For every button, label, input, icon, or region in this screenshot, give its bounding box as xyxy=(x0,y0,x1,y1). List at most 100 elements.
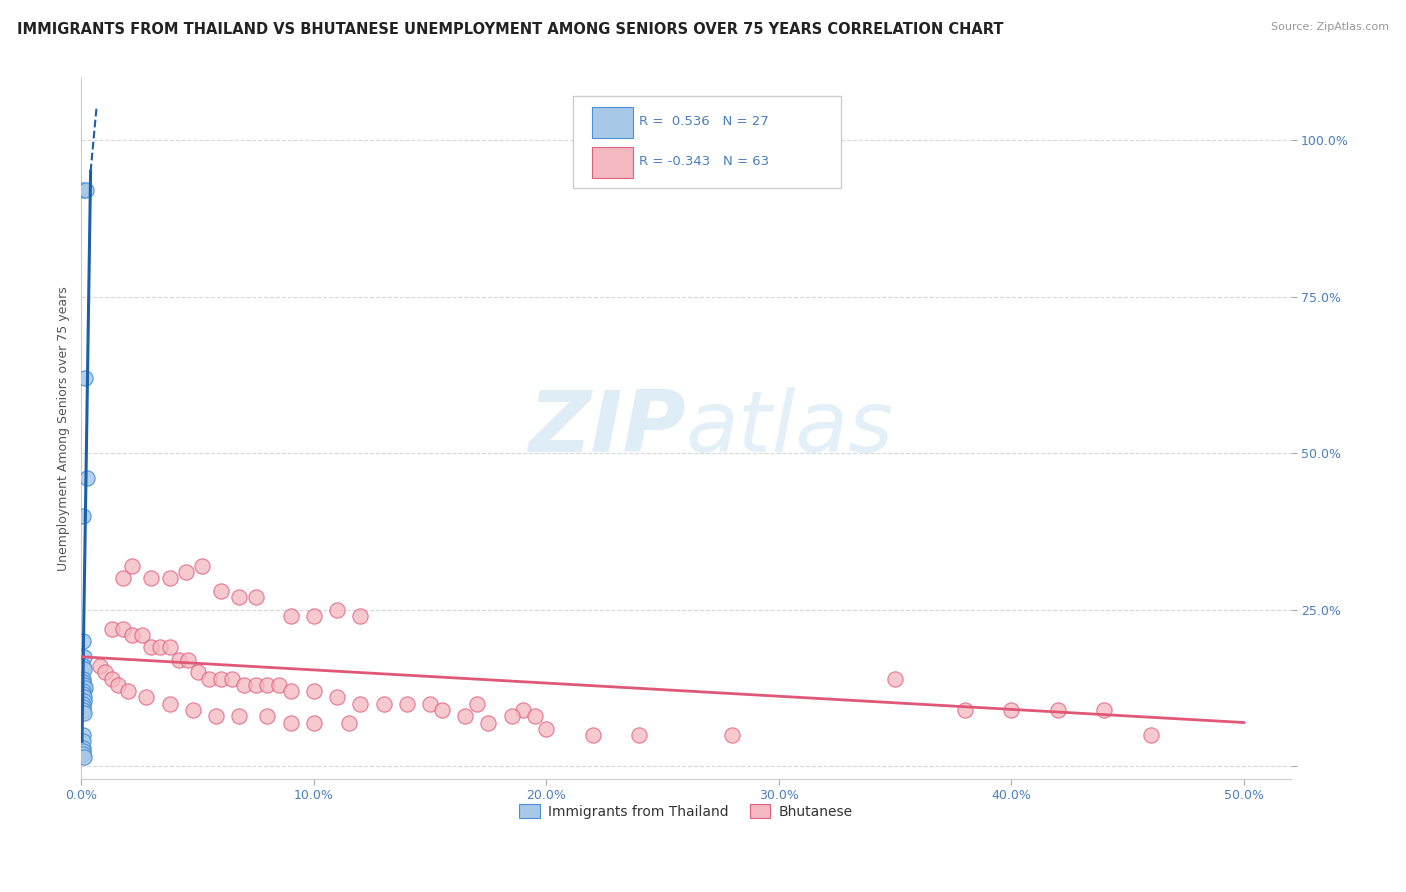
Point xyxy=(72,183,94,197)
FancyBboxPatch shape xyxy=(592,147,633,178)
Point xyxy=(191,558,214,573)
Point xyxy=(1000,703,1022,717)
Point xyxy=(72,678,94,692)
Point xyxy=(72,750,94,764)
Point xyxy=(72,687,94,701)
Point xyxy=(121,558,143,573)
Point xyxy=(139,640,162,655)
Point xyxy=(302,684,325,698)
Point xyxy=(501,709,523,723)
Point xyxy=(209,584,232,599)
Point xyxy=(167,653,190,667)
Y-axis label: Unemployment Among Seniors over 75 years: Unemployment Among Seniors over 75 years xyxy=(58,285,70,571)
Point xyxy=(159,572,181,586)
Point xyxy=(187,665,209,680)
Point xyxy=(72,699,94,714)
Point xyxy=(76,471,98,485)
Point xyxy=(228,709,250,723)
Point xyxy=(135,690,157,705)
Point xyxy=(256,709,278,723)
Point xyxy=(430,703,453,717)
Point xyxy=(72,740,94,755)
Point xyxy=(337,715,360,730)
Text: R = -0.343   N = 63: R = -0.343 N = 63 xyxy=(638,155,769,169)
Point xyxy=(221,672,243,686)
Point xyxy=(302,609,325,624)
Text: ZIP: ZIP xyxy=(529,386,686,470)
Text: Source: ZipAtlas.com: Source: ZipAtlas.com xyxy=(1271,22,1389,32)
Point xyxy=(245,591,267,605)
Point xyxy=(245,678,267,692)
Point xyxy=(72,672,94,686)
Point xyxy=(72,659,94,673)
Point xyxy=(1140,728,1163,742)
Text: R =  0.536   N = 27: R = 0.536 N = 27 xyxy=(638,115,769,128)
Point xyxy=(256,678,278,692)
Point xyxy=(280,684,302,698)
Point xyxy=(107,678,129,692)
Point xyxy=(72,634,94,648)
Point xyxy=(159,640,181,655)
Point xyxy=(72,649,94,664)
Point xyxy=(93,665,115,680)
Point xyxy=(628,728,651,742)
Point xyxy=(477,715,499,730)
Point xyxy=(1094,703,1116,717)
Point xyxy=(349,697,371,711)
Point xyxy=(582,728,605,742)
Point xyxy=(75,183,97,197)
Point xyxy=(280,715,302,730)
Point xyxy=(139,572,162,586)
Point xyxy=(100,672,122,686)
Point xyxy=(536,722,558,736)
Point xyxy=(112,572,135,586)
Point xyxy=(72,744,94,758)
Point xyxy=(149,640,172,655)
Point xyxy=(112,622,135,636)
Point xyxy=(117,684,139,698)
Legend: Immigrants from Thailand, Bhutanese: Immigrants from Thailand, Bhutanese xyxy=(513,798,859,824)
Point xyxy=(205,709,228,723)
Point xyxy=(198,672,221,686)
Point xyxy=(953,703,976,717)
Point xyxy=(73,681,96,695)
Point xyxy=(419,697,441,711)
Point xyxy=(233,678,256,692)
Point xyxy=(72,690,94,705)
Point xyxy=(523,709,546,723)
FancyBboxPatch shape xyxy=(592,107,633,137)
Point xyxy=(228,591,250,605)
Point xyxy=(159,697,181,711)
Point xyxy=(177,653,200,667)
Point xyxy=(89,659,111,673)
Point xyxy=(174,566,197,580)
Point xyxy=(72,674,94,689)
Point xyxy=(349,609,371,624)
Point xyxy=(302,715,325,730)
Point xyxy=(72,747,94,761)
Point xyxy=(72,508,94,523)
Point xyxy=(454,709,477,723)
Text: IMMIGRANTS FROM THAILAND VS BHUTANESE UNEMPLOYMENT AMONG SENIORS OVER 75 YEARS C: IMMIGRANTS FROM THAILAND VS BHUTANESE UN… xyxy=(17,22,1004,37)
Point xyxy=(72,703,94,717)
Point xyxy=(326,603,349,617)
Point xyxy=(373,697,395,711)
Point xyxy=(72,728,94,742)
Text: atlas: atlas xyxy=(686,386,894,470)
Point xyxy=(326,690,349,705)
Point xyxy=(73,371,96,385)
Point xyxy=(100,622,122,636)
Point xyxy=(512,703,534,717)
Point xyxy=(280,609,302,624)
Point xyxy=(73,662,96,676)
Point xyxy=(73,693,96,707)
Point xyxy=(181,703,204,717)
Point xyxy=(395,697,418,711)
Point xyxy=(209,672,232,686)
Point xyxy=(721,728,744,742)
Point xyxy=(72,734,94,748)
Point xyxy=(465,697,488,711)
Point xyxy=(1046,703,1069,717)
Point xyxy=(72,697,94,711)
Point xyxy=(131,628,153,642)
